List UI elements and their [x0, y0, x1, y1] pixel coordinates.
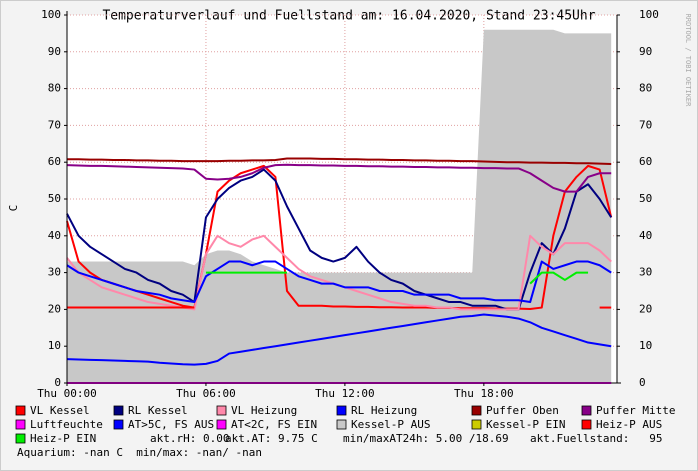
- legend-label: VL Kessel: [30, 404, 90, 417]
- legend-label: AT>5C, FS AUS: [128, 418, 214, 431]
- y-tick-label: 20: [48, 302, 61, 315]
- legend-label: Kessel-P AUS: [351, 418, 430, 431]
- line: [66, 313, 612, 366]
- y-tick-label: 70: [48, 118, 61, 131]
- x-tick-label: Thu 00:00: [37, 387, 97, 400]
- legend-swatch: [216, 405, 227, 416]
- y-tick-label: 10: [48, 339, 61, 352]
- line: [529, 271, 589, 285]
- line: [67, 157, 612, 166]
- y-axis-label: C: [7, 205, 20, 212]
- line: [66, 164, 613, 311]
- legend-label: RL Kessel: [128, 404, 188, 417]
- y2-tick-label: 70: [639, 118, 652, 131]
- legend-swatch: [336, 405, 347, 416]
- legend-label: VL Heizung: [231, 404, 297, 417]
- legend-label: Heiz-P AUS: [596, 418, 662, 431]
- note: akt.rH: 0.00: [150, 432, 229, 445]
- y-tick-label: 90: [48, 45, 61, 58]
- y2-tick-label: 30: [639, 266, 652, 279]
- legend-swatch: [113, 419, 124, 430]
- legend-swatch: [15, 433, 26, 444]
- legend-label: Puffer Mitte: [596, 404, 675, 417]
- x-tick-label: Thu 06:00: [176, 387, 236, 400]
- y2-tick-label: 50: [639, 192, 652, 205]
- y2-tick-label: 90: [639, 45, 652, 58]
- y-tick-label: 40: [48, 229, 61, 242]
- note: akt.AT: 9.75 C: [225, 432, 318, 445]
- note: Aquarium: -nan C min/max: -nan/ -nan: [17, 446, 262, 459]
- y-tick-label: 60: [48, 155, 61, 168]
- x-tick-label: Thu 18:00: [454, 387, 514, 400]
- legend-swatch: [216, 419, 227, 430]
- y-tick-label: 50: [48, 192, 61, 205]
- legend-swatch: [15, 419, 26, 430]
- y-tick-label: 100: [41, 8, 61, 21]
- y2-tick-label: 10: [639, 339, 652, 352]
- y2-tick-label: 40: [639, 229, 652, 242]
- note: min/maxAT24h: 5.00 /18.69: [343, 432, 509, 445]
- y2-tick-label: 20: [639, 302, 652, 315]
- y-tick-label: 80: [48, 82, 61, 95]
- area: [67, 29, 612, 383]
- legend-swatch: [471, 405, 482, 416]
- watermark: RRDTOOL / TOBI OETIKER: [684, 14, 692, 108]
- legend-swatch: [15, 405, 26, 416]
- legend-label: Puffer Oben: [486, 404, 559, 417]
- y2-tick-label: 0: [639, 376, 646, 389]
- axes: 0 10 20 30 40 50 60 70 80 90 100 0 10 20 30 40 50 60 70 80 9…: [37, 8, 659, 400]
- y-tick-label: 0: [54, 376, 61, 389]
- legend-swatch: [336, 419, 347, 430]
- legend-swatch: [581, 405, 592, 416]
- chart-title: Temperaturverlauf und Fuellstand am: 16.…: [102, 9, 595, 24]
- note: akt.Fuellstand: 95: [530, 432, 662, 445]
- line: [66, 260, 612, 304]
- legend-label: Luftfeuchte: [30, 418, 103, 431]
- legend-label: AT<2C, FS EIN: [231, 418, 317, 431]
- legend-swatch: [113, 405, 124, 416]
- legend-label: Heiz-P EIN: [30, 432, 96, 445]
- y-tick-label: 30: [48, 266, 61, 279]
- y2-tick-label: 60: [639, 155, 652, 168]
- legend-label: Kessel-P EIN: [486, 418, 565, 431]
- x-tick-label: Thu 12:00: [315, 387, 375, 400]
- legend-swatch: [471, 419, 482, 430]
- y2-tick-label: 80: [639, 82, 652, 95]
- y2-tick-label: 100: [639, 8, 659, 21]
- line: [66, 163, 612, 193]
- legend-label: RL Heizung: [351, 404, 417, 417]
- legend-swatch: [581, 419, 592, 430]
